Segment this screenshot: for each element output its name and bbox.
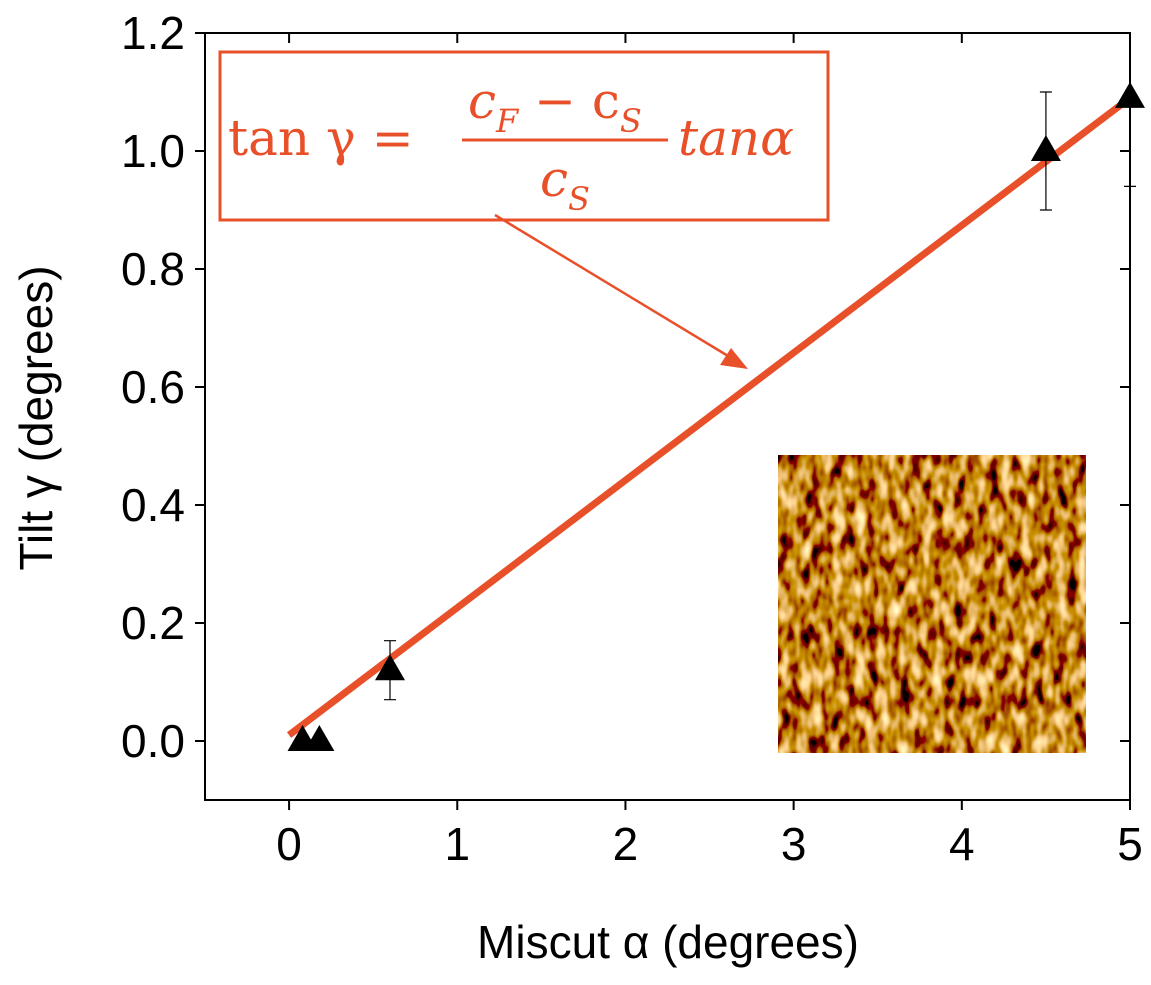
eq-part: c (540, 150, 568, 208)
data-point (1031, 135, 1061, 161)
eq-numerator: cF − cS (468, 72, 642, 140)
x-tick-label: 2 (613, 818, 639, 870)
eq-sub: S (620, 102, 642, 140)
y-tick-label: 0.4 (121, 479, 185, 531)
inset-image (778, 455, 1086, 753)
eq-lhs: tan γ = (228, 109, 414, 167)
error-bar (1124, 33, 1136, 186)
y-tick-label: 1.0 (121, 125, 185, 177)
y-tick-label: 0.8 (121, 243, 185, 295)
y-tick-label: 0.2 (121, 597, 185, 649)
arrow (495, 215, 738, 362)
y-tick-label: 1.2 (121, 7, 185, 59)
x-tick-label: 0 (276, 818, 302, 870)
eq-sub: F (495, 102, 520, 140)
chart: 0 1 2 3 4 5 0.0 0.2 0.4 0.6 0.8 1.0 1.2 tan γ = cF −… (0, 0, 1151, 985)
y-tick-label: 0.6 (121, 361, 185, 413)
x-tick-label: 1 (444, 818, 470, 870)
x-tick-label: 4 (949, 818, 975, 870)
x-tick-label: 5 (1117, 818, 1143, 870)
y-axis-label: Tilt γ (degrees) (10, 265, 62, 570)
data-point (1115, 82, 1145, 108)
x-tick-label: 3 (781, 818, 807, 870)
eq-denominator: cS (540, 150, 590, 218)
x-axis-label: Miscut α (degrees) (477, 916, 859, 968)
y-tick-label: 0.0 (121, 715, 185, 767)
arrow-head (720, 348, 748, 369)
eq-part: c (468, 72, 496, 130)
eq-part: − c (518, 72, 620, 130)
eq-rhs: tanα (678, 109, 794, 167)
eq-sub: S (568, 180, 590, 218)
